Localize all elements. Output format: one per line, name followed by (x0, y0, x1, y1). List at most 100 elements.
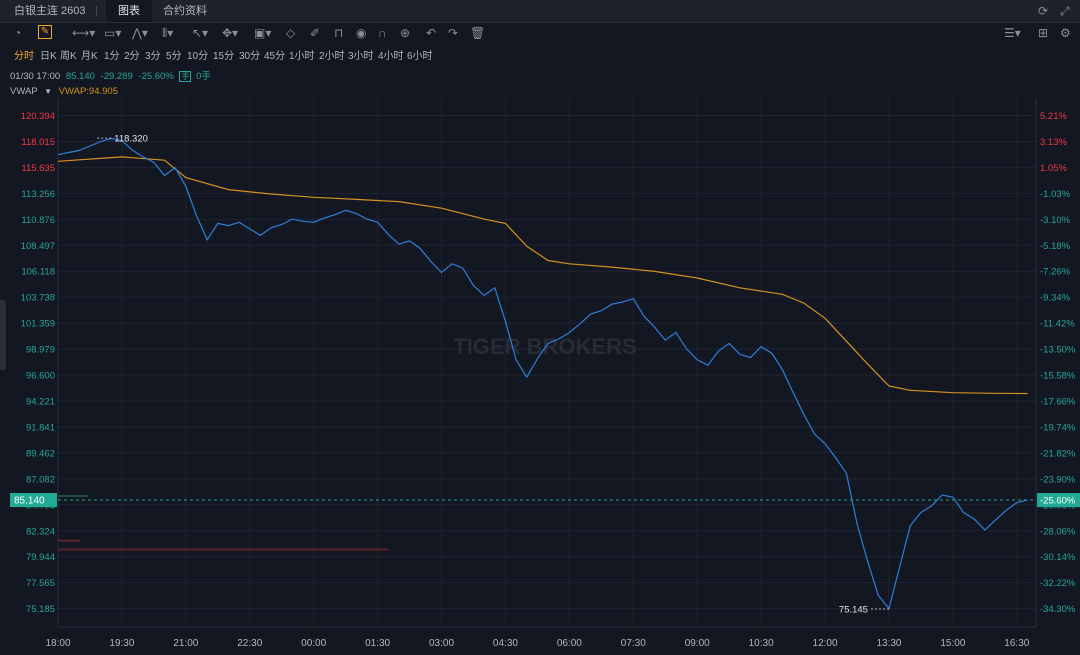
pct-tick-label: -23.90% (1040, 474, 1076, 485)
vwap-line (57, 156, 1028, 395)
chevron-down-icon[interactable]: ▼ (44, 87, 53, 96)
quote-change: -29.289 (100, 71, 133, 82)
profile-band (58, 495, 88, 498)
current-price-value: 85.140 (14, 496, 45, 507)
y-tick-label: 75.185 (26, 604, 55, 615)
y-tick-label: 96.600 (26, 371, 55, 382)
x-tick-label: 15:00 (940, 638, 965, 649)
timeframe-3h[interactable]: 3小时 (348, 51, 374, 62)
timeframe-10m[interactable]: 10分 (187, 51, 209, 62)
timeframe-1h[interactable]: 1小时 (289, 51, 315, 62)
eraser-icon[interactable]: ◇ (286, 26, 296, 40)
timeframe-2h[interactable]: 2小时 (319, 51, 345, 62)
magnet-icon[interactable]: ∩ (378, 26, 387, 40)
quote-price: 85.140 (65, 71, 95, 82)
low-label: 75.145 (839, 605, 868, 616)
x-tick-label: 21:00 (173, 638, 198, 649)
y-tick-label: 110.876 (21, 215, 55, 226)
profile-band (58, 539, 80, 542)
pct-tick-label: 1.05% (1040, 163, 1067, 174)
timeframe-2m[interactable]: 2分 (124, 51, 140, 62)
redo-icon[interactable]: ↷ (448, 26, 459, 40)
y-tick-label: 79.944 (26, 552, 55, 563)
symbol-tab[interactable]: 白银主连 2603 (14, 5, 86, 17)
pct-tick-label: -11.42% (1040, 319, 1075, 330)
text-tool-icon[interactable]: ▣▾ (254, 26, 272, 40)
layout-icon[interactable]: ☰▾ (1004, 26, 1021, 40)
timeframe-weekly[interactable]: 周K (60, 51, 77, 62)
x-tick-label: 04:30 (493, 638, 518, 649)
timeframe-3m[interactable]: 3分 (145, 51, 161, 62)
pencil-icon[interactable]: ✎ (38, 25, 52, 39)
x-tick-label: 01:30 (365, 638, 390, 649)
pct-tick-label: -30.14% (1040, 552, 1076, 563)
timeframe-intraday[interactable]: 分时 (14, 51, 34, 62)
quote-change-pct: -25.60% (138, 71, 174, 82)
rectangle-tool-icon[interactable]: ▭▾ (104, 26, 122, 40)
refresh-icon[interactable]: ⟳ (1038, 4, 1049, 18)
x-tick-label: 18:00 (45, 638, 70, 649)
pattern-tool-icon[interactable]: ⋀▾ (132, 26, 148, 40)
y-tick-label: 94.221 (26, 396, 55, 407)
high-label: 118.320 (114, 134, 148, 145)
x-tick-label: 00:00 (301, 638, 326, 649)
lock-icon[interactable]: ⊓ (334, 26, 344, 40)
timeframe-30m[interactable]: 30分 (239, 51, 261, 62)
watermark: TIGER BROKERS (453, 334, 636, 359)
timeframe-4h[interactable]: 4小时 (378, 51, 404, 62)
timeframe-monthly[interactable]: 月K (81, 51, 98, 62)
brush-icon[interactable]: ✐ (310, 26, 321, 40)
current-pct-tag (1037, 493, 1080, 508)
profile-band (58, 548, 388, 551)
x-tick-label: 13:30 (876, 638, 901, 649)
y-tick-label: 113.256 (21, 189, 55, 200)
pct-tick-label: -5.18% (1040, 241, 1071, 252)
pct-tick-label: -1.03% (1040, 189, 1071, 200)
quote-datetime: 01/30 17:00 (10, 71, 61, 82)
timeframe-6h[interactable]: 6小时 (407, 51, 433, 62)
eye-icon[interactable]: ◉ (356, 26, 367, 40)
sidebar-handle[interactable] (0, 300, 6, 370)
y-tick-label: 118.015 (21, 137, 55, 148)
drawing-toolbar: ◔ ✎ ⟷▾ ▭▾ ⋀▾ ⦀▾ ↖▾ ✥▾ ▣▾ ◇ ✐ ⊓ ◉ ∩ ⊕ ↶ ↷… (0, 22, 1080, 44)
line-tool-icon[interactable]: ⟷▾ (72, 26, 96, 40)
fullscreen-icon[interactable]: ⤢ (1060, 4, 1070, 18)
pct-tick-label: -34.30% (1040, 604, 1076, 615)
timeframe-1m[interactable]: 1分 (104, 51, 120, 62)
x-tick-label: 06:00 (557, 638, 582, 649)
indicator-name[interactable]: VWAP (10, 86, 38, 97)
pct-tick-label: -32.22% (1040, 578, 1076, 589)
timeframe-15m[interactable]: 15分 (213, 51, 235, 62)
tab-chart[interactable]: 图表 (106, 0, 152, 22)
y-tick-label: 87.082 (26, 474, 55, 485)
timeframe-5m[interactable]: 5分 (166, 51, 182, 62)
arrow-tool-icon[interactable]: ↖▾ (192, 26, 209, 40)
tab-divider (96, 6, 97, 16)
quote-info: 01/30 17:00 85.140 -29.289 -25.60% 手 0手 (10, 68, 211, 82)
undo-icon[interactable]: ↶ (426, 26, 437, 40)
pct-tick-label: -25.98% (1040, 500, 1076, 511)
timeframe-45m[interactable]: 45分 (264, 51, 286, 62)
pct-tick-label: -3.10% (1040, 215, 1071, 226)
y-tick-label: 108.497 (21, 241, 55, 252)
speedometer-icon[interactable]: ◔ (14, 26, 22, 40)
link-icon[interactable]: ⊕ (400, 26, 411, 40)
y-tick-label: 120.394 (21, 111, 55, 122)
indicator-legend: VWAP ▼ VWAP:94.905 (10, 86, 118, 97)
grid-icon[interactable]: ⊞ (1038, 26, 1049, 40)
tab-contract-info[interactable]: 合约资料 (163, 5, 207, 17)
pct-tick-label: -15.58% (1040, 371, 1076, 382)
current-pct-value: -25.60% (1040, 496, 1076, 507)
pct-tick-label: 3.13% (1040, 137, 1067, 148)
settings-icon[interactable]: ⚙ (1060, 26, 1071, 40)
crosshair-move-icon[interactable]: ✥▾ (222, 26, 239, 40)
y-tick-label: 103.738 (21, 293, 55, 304)
y-tick-label: 77.565 (26, 578, 55, 589)
pct-tick-label: -21.82% (1040, 448, 1076, 459)
trash-icon[interactable]: 🗑 (470, 26, 486, 40)
timeframe-daily[interactable]: 日K (40, 51, 57, 62)
x-tick-label: 03:00 (429, 638, 454, 649)
fib-tool-icon[interactable]: ⦀▾ (162, 26, 174, 40)
y-tick-label: 101.359 (21, 319, 55, 330)
